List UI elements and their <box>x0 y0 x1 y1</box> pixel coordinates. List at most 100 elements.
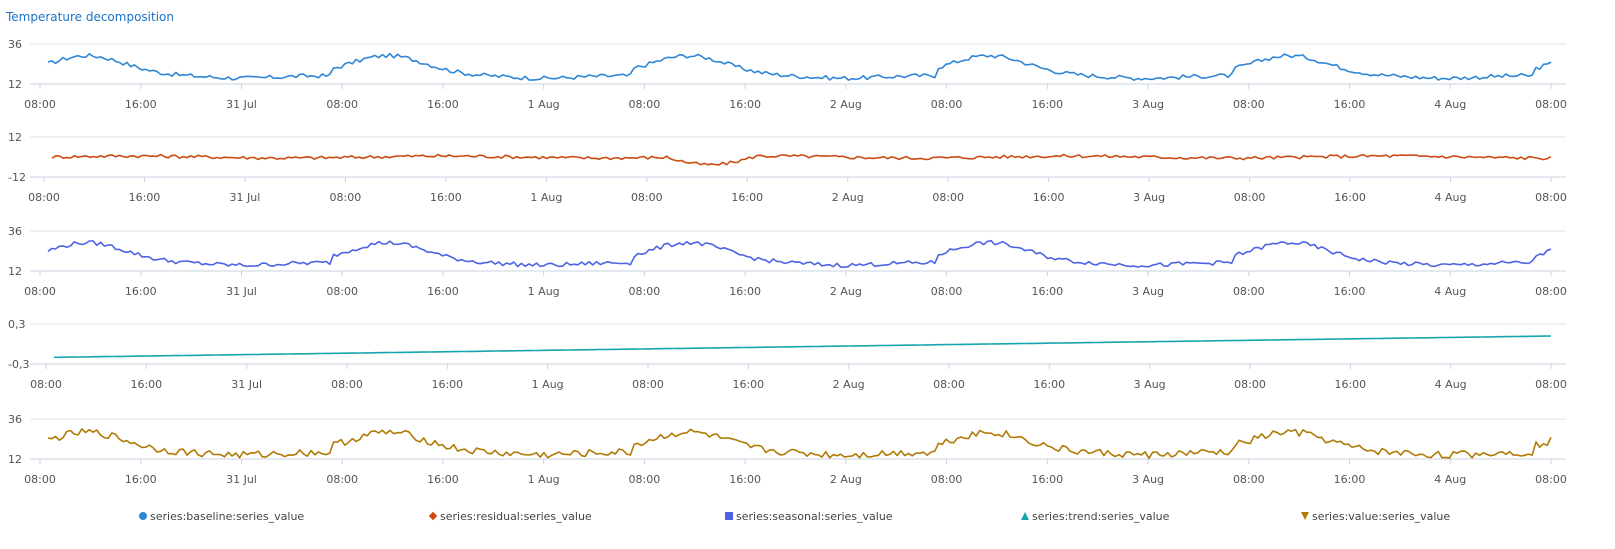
x-tick-label: 16:00 <box>430 191 462 204</box>
x-tick-label: 16:00 <box>1031 98 1063 111</box>
x-tick-label: 16:00 <box>431 378 463 391</box>
x-tick-label: 2 Aug <box>833 378 865 391</box>
x-tick-label: 16:00 <box>1033 378 1065 391</box>
series-line <box>47 239 1552 269</box>
x-tick-label: 16:00 <box>1334 473 1366 486</box>
x-tick-label: 08:00 <box>1535 378 1567 391</box>
x-tick-label: 16:00 <box>729 473 761 486</box>
x-tick-label: 08:00 <box>326 473 358 486</box>
x-tick-label: 08:00 <box>632 378 664 391</box>
x-tick-label: 31 Jul <box>231 378 262 391</box>
y-tick-label: 12 <box>8 78 22 91</box>
legend-label: series:seasonal:series_value <box>736 510 893 523</box>
x-tick-label: 1 Aug <box>528 285 560 298</box>
y-tick-label: 12 <box>8 453 22 466</box>
x-tick-label: 16:00 <box>125 285 157 298</box>
x-tick-label: 08:00 <box>932 191 964 204</box>
x-tick-label: 08:00 <box>326 98 358 111</box>
x-tick-label: 08:00 <box>1535 98 1567 111</box>
x-tick-label: 08:00 <box>1234 378 1266 391</box>
x-tick-label: 4 Aug <box>1434 285 1466 298</box>
x-tick-label: 4 Aug <box>1434 98 1466 111</box>
x-tick-label: 2 Aug <box>832 191 864 204</box>
x-tick-label: 16:00 <box>1031 285 1063 298</box>
x-tick-label: 08:00 <box>1233 98 1265 111</box>
x-tick-label: 31 Jul <box>226 285 257 298</box>
y-tick-label: 12 <box>8 265 22 278</box>
series-line <box>47 52 1552 81</box>
x-tick-label: 08:00 <box>326 285 358 298</box>
x-tick-label: 4 Aug <box>1434 473 1466 486</box>
x-tick-label: 16:00 <box>1334 378 1366 391</box>
x-tick-label: 08:00 <box>24 98 56 111</box>
x-tick-label: 16:00 <box>729 98 761 111</box>
x-tick-label: 4 Aug <box>1435 191 1467 204</box>
y-tick-label: 36 <box>8 225 22 238</box>
x-tick-label: 08:00 <box>24 285 56 298</box>
x-tick-label: 08:00 <box>24 473 56 486</box>
x-tick-label: 1 Aug <box>530 191 562 204</box>
x-tick-label: 3 Aug <box>1132 285 1164 298</box>
chart-title: Temperature decomposition <box>6 10 174 24</box>
x-tick-label: 2 Aug <box>830 473 862 486</box>
x-tick-label: 08:00 <box>629 98 661 111</box>
series-line <box>51 153 1552 166</box>
x-tick-label: 31 Jul <box>226 473 257 486</box>
x-tick-label: 16:00 <box>129 191 161 204</box>
series-line <box>47 428 1552 460</box>
legend-label: series:trend:series_value <box>1032 510 1170 523</box>
x-tick-label: 16:00 <box>731 191 763 204</box>
x-tick-label: 16:00 <box>427 285 459 298</box>
x-tick-label: 08:00 <box>933 378 965 391</box>
x-tick-label: 1 Aug <box>528 473 560 486</box>
x-tick-label: 08:00 <box>1535 191 1567 204</box>
x-tick-label: 16:00 <box>732 378 764 391</box>
y-tick-label: 36 <box>8 38 22 51</box>
legend-marker-triangle-up <box>1021 512 1029 520</box>
x-tick-label: 08:00 <box>30 378 62 391</box>
x-tick-label: 2 Aug <box>830 98 862 111</box>
x-tick-label: 16:00 <box>1033 191 1065 204</box>
x-tick-label: 16:00 <box>427 98 459 111</box>
x-tick-label: 08:00 <box>331 378 363 391</box>
x-tick-label: 1 Aug <box>532 378 564 391</box>
y-tick-label: -0,3 <box>8 358 29 371</box>
y-tick-label: 0,3 <box>8 318 26 331</box>
x-tick-label: 16:00 <box>1334 98 1366 111</box>
x-tick-label: 16:00 <box>729 285 761 298</box>
x-tick-label: 2 Aug <box>830 285 862 298</box>
x-tick-label: 3 Aug <box>1132 473 1164 486</box>
x-tick-label: 16:00 <box>427 473 459 486</box>
x-tick-label: 08:00 <box>1233 285 1265 298</box>
x-tick-label: 08:00 <box>629 473 661 486</box>
x-tick-label: 08:00 <box>931 98 963 111</box>
x-tick-label: 08:00 <box>1234 191 1266 204</box>
x-tick-label: 08:00 <box>631 191 663 204</box>
x-tick-label: 08:00 <box>931 285 963 298</box>
x-tick-label: 3 Aug <box>1132 98 1164 111</box>
y-tick-label: 36 <box>8 413 22 426</box>
series-line <box>54 335 1552 359</box>
legend-marker-square <box>725 512 733 520</box>
legend-marker-circle <box>139 512 147 520</box>
x-tick-label: 4 Aug <box>1435 378 1467 391</box>
x-tick-label: 08:00 <box>330 191 362 204</box>
x-tick-label: 31 Jul <box>230 191 261 204</box>
y-tick-label: 12 <box>8 131 22 144</box>
x-tick-label: 3 Aug <box>1134 378 1166 391</box>
x-tick-label: 1 Aug <box>528 98 560 111</box>
x-tick-label: 3 Aug <box>1133 191 1165 204</box>
x-tick-label: 08:00 <box>1233 473 1265 486</box>
x-tick-label: 08:00 <box>1535 473 1567 486</box>
legend-label: series:value:series_value <box>1312 510 1450 523</box>
x-tick-label: 16:00 <box>1334 285 1366 298</box>
x-tick-label: 16:00 <box>1031 473 1063 486</box>
x-tick-label: 31 Jul <box>226 98 257 111</box>
x-tick-label: 16:00 <box>125 473 157 486</box>
legend-marker-triangle-down <box>1301 512 1309 520</box>
x-tick-label: 08:00 <box>931 473 963 486</box>
y-tick-label: -12 <box>8 171 26 184</box>
legend-label: series:residual:series_value <box>440 510 592 523</box>
x-tick-label: 08:00 <box>629 285 661 298</box>
